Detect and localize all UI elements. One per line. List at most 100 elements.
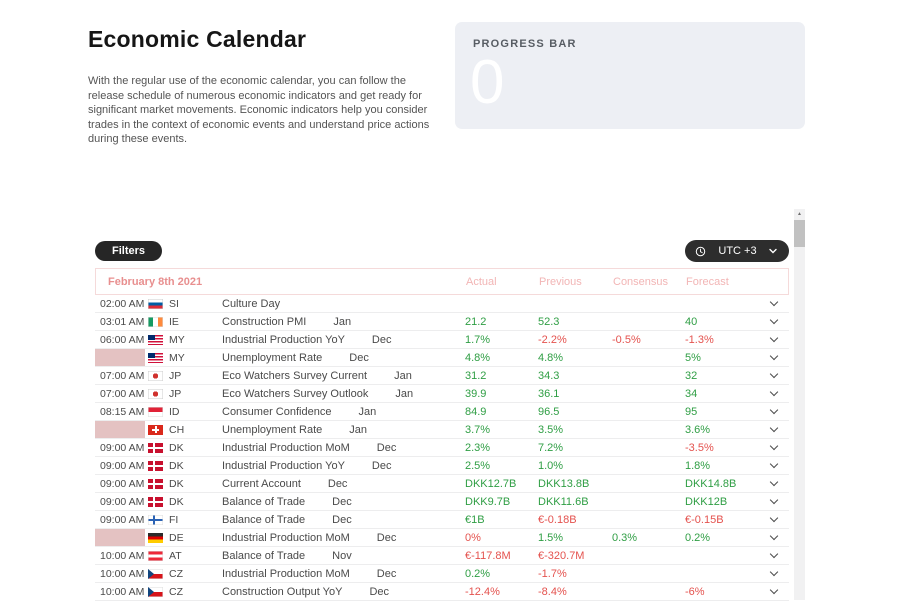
event-period: Dec [327, 477, 348, 490]
event-cell: Unemployment Rate Dec [222, 352, 465, 364]
previous-value: -8.4% [538, 585, 567, 598]
timezone-dropdown[interactable]: UTC +3 [685, 240, 789, 262]
forecast-value: 5% [685, 351, 701, 364]
column-header-consensus: Consensus [613, 275, 669, 288]
country-code: DK [169, 495, 184, 508]
table-row[interactable]: 09:00 AM DK Current Account Dec DKK12.7B DKK1… [95, 475, 789, 493]
chevron-down-icon[interactable] [769, 477, 779, 487]
table-row[interactable]: 07:00 AM JP Eco Watchers Survey Outlook Jan… [95, 385, 789, 403]
chevron-down-icon[interactable] [769, 513, 779, 523]
table-row[interactable]: 10:00 AM CZ Construction Output YoY Dec -12.… [95, 583, 789, 601]
chevron-down-icon[interactable] [769, 351, 779, 361]
table-row[interactable]: DE Industrial Production MoM Dec 0% 1.5% 0.3%… [95, 529, 789, 547]
event-cell: Consumer Confidence Jan [222, 406, 465, 418]
expand-cell [767, 333, 789, 343]
forecast-value: -1.3% [685, 333, 714, 346]
country-cell: DK [148, 460, 222, 472]
arrow-up-icon[interactable]: ▲ [797, 211, 802, 217]
previous-value: -1.7% [538, 567, 567, 580]
progress-bar-value: 0 [470, 48, 505, 117]
actual-value: DKK9.7B [465, 495, 511, 508]
event-name: Current Account [222, 477, 301, 490]
event-period: Dec [371, 459, 392, 472]
previous-value: 1.0% [538, 459, 564, 472]
scrollbar-thumb[interactable] [794, 220, 805, 247]
table-row[interactable]: 02:00 AM SI Culture Day [95, 295, 789, 313]
chevron-down-icon[interactable] [769, 531, 779, 541]
event-period: Jan [333, 315, 352, 328]
chevron-down-icon[interactable] [769, 549, 779, 559]
table-row[interactable]: 07:00 AM JP Eco Watchers Survey Current Jan… [95, 367, 789, 385]
event-time: 09:00 AM [100, 495, 145, 508]
event-time: 09:00 AM [100, 459, 145, 472]
event-period: Dec [376, 531, 397, 544]
chevron-down-icon[interactable] [769, 423, 779, 433]
table-row[interactable]: 09:00 AM DK Industrial Production MoM Dec 2.… [95, 439, 789, 457]
event-name: Unemployment Rate [222, 351, 323, 364]
country-flag-icon [148, 478, 163, 489]
expand-cell [767, 477, 789, 487]
event-period: Jan [394, 369, 412, 382]
forecast-value: -6% [685, 585, 705, 598]
event-name: Construction Output YoY [222, 585, 343, 598]
event-cell: Industrial Production MoM Dec [222, 532, 465, 544]
event-time: 08:15 AM [100, 405, 145, 418]
chevron-down-icon[interactable] [769, 297, 779, 307]
table-row[interactable]: 06:00 AM MY Industrial Production YoY Dec 1.… [95, 331, 789, 349]
country-cell: IE [148, 316, 222, 328]
table-row[interactable]: 09:00 AM DK Industrial Production YoY Dec 2.… [95, 457, 789, 475]
chevron-down-icon[interactable] [769, 495, 779, 505]
previous-value: 36.1 [538, 387, 560, 400]
country-cell: ID [148, 406, 222, 418]
actual-value: 31.2 [465, 369, 487, 382]
table-row[interactable]: 10:00 AM AT Balance of Trade Nov €-117.8M €-3… [95, 547, 789, 565]
country-code: AT [169, 549, 182, 562]
expand-cell [767, 315, 789, 325]
event-cell: Industrial Production YoY Dec [222, 460, 465, 472]
event-name: Industrial Production YoY [222, 333, 345, 346]
chevron-down-icon[interactable] [769, 459, 779, 469]
economic-calendar-widget: Filters UTC +3 February 8th 2021 Actual … [95, 240, 789, 601]
chevron-down-icon[interactable] [769, 567, 779, 577]
country-cell: DK [148, 478, 222, 490]
event-name: Industrial Production YoY [222, 459, 345, 472]
chevron-down-icon[interactable] [769, 333, 779, 343]
chevron-down-icon[interactable] [769, 441, 779, 451]
event-time: 09:00 AM [100, 513, 145, 526]
country-code: CZ [169, 585, 183, 598]
table-row[interactable]: 09:00 AM DK Balance of Trade Dec DKK9.7B DKK1… [95, 493, 789, 511]
progress-card: PROGRESS BAR 0 [455, 22, 805, 129]
chevron-down-icon[interactable] [769, 387, 779, 397]
progress-bar-label: PROGRESS BAR [473, 38, 577, 50]
table-scrollbar[interactable]: ▲ [794, 209, 805, 600]
event-cell: Eco Watchers Survey Current Jan [222, 370, 465, 382]
actual-value: 1.7% [465, 333, 491, 346]
country-code: FI [169, 513, 179, 526]
country-flag-icon [148, 550, 163, 561]
table-row[interactable]: 09:00 AM FI Balance of Trade Dec €1B €-0.18B €… [95, 511, 789, 529]
expand-cell [767, 387, 789, 397]
event-time: 10:00 AM [100, 549, 145, 562]
country-flag-icon [148, 496, 163, 507]
table-row[interactable]: CH Unemployment Rate Jan 3.7% 3.5% 3.6% [95, 421, 789, 439]
table-row[interactable]: 03:01 AM IE Construction PMI Jan 21.2 52.3 40 [95, 313, 789, 331]
calendar-table-body: 02:00 AM SI Culture Day 03:01 AM IE Construct… [95, 295, 789, 601]
filters-button[interactable]: Filters [95, 241, 163, 261]
event-name: Balance of Trade [222, 549, 306, 562]
table-row[interactable]: 08:15 AM ID Consumer Confidence Jan 84.9 96.5… [95, 403, 789, 421]
table-row[interactable]: MY Unemployment Rate Dec 4.8% 4.8% 5% [95, 349, 789, 367]
forecast-value: 34 [685, 387, 698, 400]
event-period: Nov [332, 549, 352, 562]
chevron-down-icon[interactable] [769, 405, 779, 415]
chevron-down-icon[interactable] [769, 315, 779, 325]
page-title: Economic Calendar [88, 26, 307, 52]
previous-value: 96.5 [538, 405, 560, 418]
country-cell: JP [148, 370, 222, 382]
country-code: ID [169, 405, 180, 418]
chevron-down-icon[interactable] [769, 585, 779, 595]
country-flag-icon [148, 352, 163, 363]
table-row[interactable]: 10:00 AM CZ Industrial Production MoM Dec 0.… [95, 565, 789, 583]
actual-value: 0.2% [465, 567, 491, 580]
event-time: 07:00 AM [100, 369, 145, 382]
chevron-down-icon[interactable] [769, 369, 779, 379]
